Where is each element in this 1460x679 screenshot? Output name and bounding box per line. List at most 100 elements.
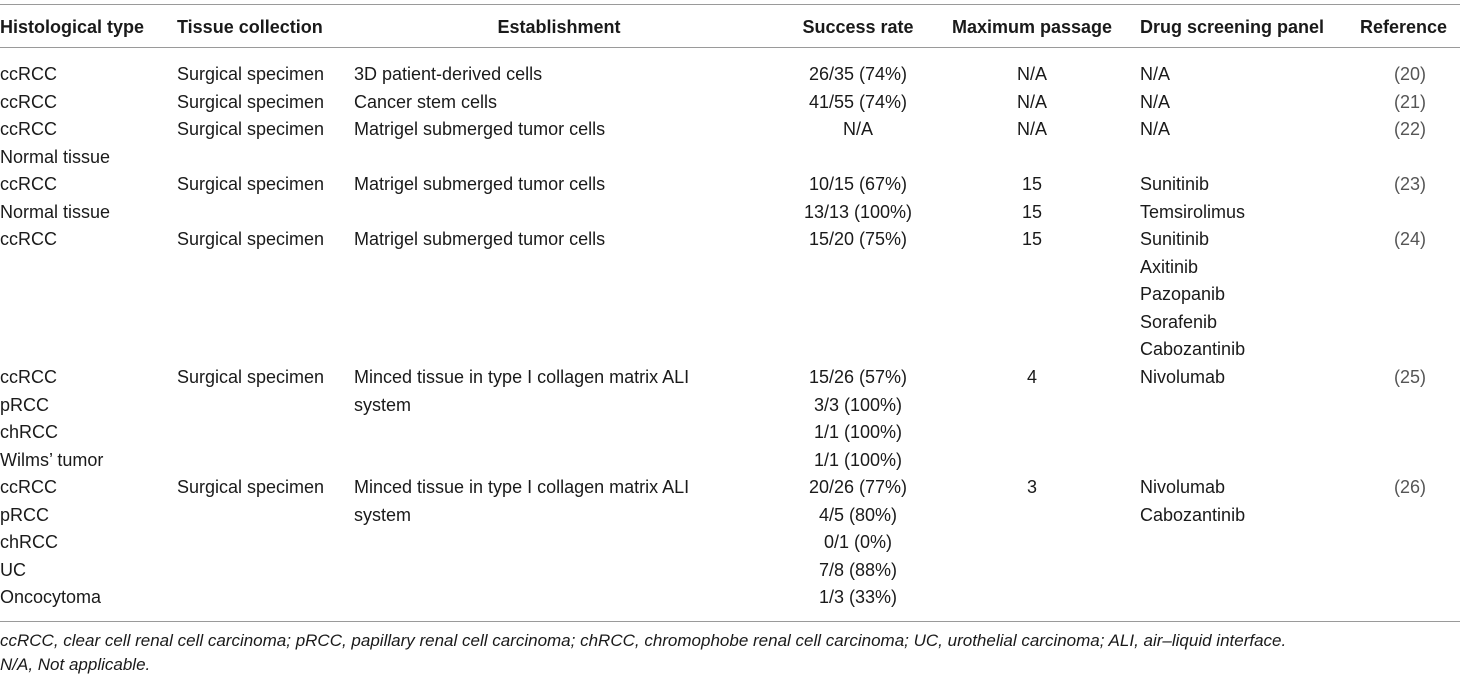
cell-establishment-line: Cancer stem cells: [354, 92, 498, 112]
cell-establishment-line: Matrigel submerged tumor cells: [354, 119, 606, 139]
cell-maximum-passage-line: 15: [1021, 174, 1043, 194]
cell-histological-type-line: Wilms’ tumor: [0, 449, 104, 470]
cell-histological-type-line: chRCC: [0, 422, 59, 442]
cell-drug-screening-panel-line: Cabozantinib: [1140, 339, 1246, 359]
cell-tissue-collection: Surgical specimen: [177, 92, 325, 112]
cell-reference: (20): [1393, 64, 1426, 84]
cell-drug-screening-panel: Sunitinib Temsirolimus: [1140, 171, 1245, 226]
cell-drug-screening-panel: N/A: [1140, 89, 1170, 117]
cell-establishment-line: Matrigel submerged tumor cells: [354, 229, 606, 249]
cell-histological-type-line: ccRCC: [0, 92, 57, 112]
cell-drug-screening-panel-line: Sunitinib: [1140, 174, 1210, 194]
cell-reference: (26): [1393, 477, 1426, 497]
cell-tissue-collection: Surgical specimen: [177, 229, 325, 249]
cell-drug-screening-panel-line: N/A: [1140, 92, 1171, 112]
header-drug-screening-panel: Drug screening panel: [1140, 17, 1325, 37]
cell-establishment: Matrigel submerged tumor cells: [354, 116, 605, 144]
cell-success-rate-line: 15/20 (75%): [808, 229, 908, 249]
cell-success-rate-line: 26/35 (74%): [808, 64, 908, 84]
cell-maximum-passage: N/A: [940, 61, 1124, 89]
cell-maximum-passage: 15: [940, 226, 1124, 254]
cell-reference: (23): [1393, 174, 1426, 194]
cell-establishment-line: system: [354, 394, 412, 415]
cell-success-rate: 15/20 (75%): [784, 226, 932, 254]
cell-histological-type-line: ccRCC: [0, 174, 57, 194]
cell-histological-type-line: ccRCC: [0, 119, 57, 139]
cell-histological-type-line: Normal tissue: [0, 146, 111, 167]
cell-histological-type-line: ccRCC: [0, 367, 57, 387]
cell-drug-screening-panel-line: Axitinib: [1140, 256, 1199, 277]
cell-establishment-line: Minced tissue in type I collagen matrix …: [354, 477, 690, 497]
cell-reference: (24): [1393, 229, 1426, 249]
cell-success-rate-line: 0/1 (0%): [823, 532, 893, 552]
cell-establishment-line: system: [354, 504, 412, 525]
cell-histological-type-line: UC: [0, 559, 26, 580]
cell-tissue-collection: Surgical specimen: [177, 174, 325, 194]
cell-success-rate-line: 1/1 (100%): [813, 422, 903, 442]
cell-maximum-passage: 4: [940, 364, 1124, 392]
cell-histological-type-line: Normal tissue: [0, 201, 111, 222]
footnote-abbreviations: ccRCC, clear cell renal cell carcinoma; …: [0, 631, 1287, 650]
cell-establishment: Minced tissue in type I collagen matrix …: [354, 364, 689, 419]
cell-histological-type-line: pRCC: [0, 504, 50, 525]
cell-success-rate: N/A: [784, 116, 932, 144]
cell-drug-screening-panel-line: Sorafenib: [1140, 311, 1218, 332]
cell-success-rate-line: 1/1 (100%): [813, 449, 903, 470]
cell-histological-type: ccRCC: [0, 226, 57, 254]
header-success-rate: Success rate: [802, 17, 914, 37]
cell-success-rate-line: 1/3 (33%): [818, 587, 898, 607]
cell-establishment-line: 3D patient-derived cells: [354, 64, 543, 84]
cell-histological-type: ccRCC pRCC chRCC UC Oncocytoma: [0, 474, 101, 612]
cell-success-rate-line: 10/15 (67%): [808, 174, 908, 194]
cell-tissue-collection: Surgical specimen: [177, 64, 325, 84]
cell-maximum-passage: N/A: [940, 89, 1124, 117]
cell-drug-screening-panel: Sunitinib Axitinib Pazopanib Sorafenib Caboz…: [1140, 226, 1245, 364]
table-top-rule: [0, 4, 1460, 5]
cell-drug-screening-panel-line: Cabozantinib: [1140, 504, 1246, 525]
cell-drug-screening-panel-line: N/A: [1140, 64, 1171, 84]
cell-histological-type-line: ccRCC: [0, 64, 57, 84]
cell-success-rate-line: 15/26 (57%): [808, 367, 908, 387]
cell-tissue-collection: Surgical specimen: [177, 477, 325, 497]
cell-success-rate: 10/15 (67%) 13/13 (100%): [784, 171, 932, 226]
cell-success-rate-line: 4/5 (80%): [818, 504, 898, 525]
cell-drug-screening-panel-line: Sunitinib: [1140, 229, 1210, 249]
cell-success-rate: 26/35 (74%): [784, 61, 932, 89]
cell-histological-type-line: ccRCC: [0, 477, 57, 497]
cell-success-rate: 20/26 (77%) 4/5 (80%) 0/1 (0%) 7/8 (88%) 1/3…: [784, 474, 932, 612]
cell-histological-type-line: pRCC: [0, 394, 50, 415]
cell-histological-type: ccRCC Normal tissue: [0, 171, 110, 226]
cell-success-rate-line: 7/8 (88%): [818, 559, 898, 580]
cell-maximum-passage: 15 15: [940, 171, 1124, 226]
cell-success-rate-line: 13/13 (100%): [803, 201, 913, 222]
cell-establishment: Cancer stem cells: [354, 89, 497, 117]
cell-establishment: Matrigel submerged tumor cells: [354, 171, 605, 199]
cell-success-rate: 41/55 (74%): [784, 89, 932, 117]
cell-drug-screening-panel-line: Pazopanib: [1140, 284, 1226, 304]
cell-histological-type-line: ccRCC: [0, 229, 57, 249]
cell-drug-screening-panel: N/A: [1140, 116, 1170, 144]
footnote-not-applicable: N/A, Not applicable.: [0, 655, 151, 674]
table-footnotes: ccRCC, clear cell renal cell carcinoma; …: [0, 629, 1286, 677]
cell-success-rate: 15/26 (57%) 3/3 (100%) 1/1 (100%) 1/1 (100%…: [784, 364, 932, 474]
cell-maximum-passage-line: 3: [1026, 477, 1037, 497]
cell-establishment-line: Minced tissue in type I collagen matrix …: [354, 367, 690, 387]
cell-success-rate-line: 20/26 (77%): [808, 477, 908, 497]
cell-establishment: Matrigel submerged tumor cells: [354, 226, 605, 254]
cell-tissue-collection: Surgical specimen: [177, 367, 325, 387]
cell-tissue-collection: Surgical specimen: [177, 119, 325, 139]
cell-success-rate-line: 3/3 (100%): [813, 394, 903, 415]
cell-drug-screening-panel: Nivolumab: [1140, 364, 1225, 392]
cell-establishment: 3D patient-derived cells: [354, 61, 542, 89]
cell-drug-screening-panel-line: Nivolumab: [1140, 367, 1226, 387]
cell-drug-screening-panel-line: Temsirolimus: [1140, 201, 1246, 222]
cell-maximum-passage-line: N/A: [1016, 64, 1047, 84]
table-bottom-rule: [0, 621, 1460, 622]
cell-drug-screening-panel-line: N/A: [1140, 119, 1171, 139]
cell-reference: (22): [1393, 119, 1426, 139]
cell-histological-type: ccRCC pRCC chRCC Wilms’ tumor: [0, 364, 103, 474]
cell-histological-type-line: Oncocytoma: [0, 587, 102, 607]
cell-establishment: Minced tissue in type I collagen matrix …: [354, 474, 689, 529]
cell-maximum-passage-line: N/A: [1016, 92, 1047, 112]
cell-success-rate-line: N/A: [842, 119, 873, 139]
